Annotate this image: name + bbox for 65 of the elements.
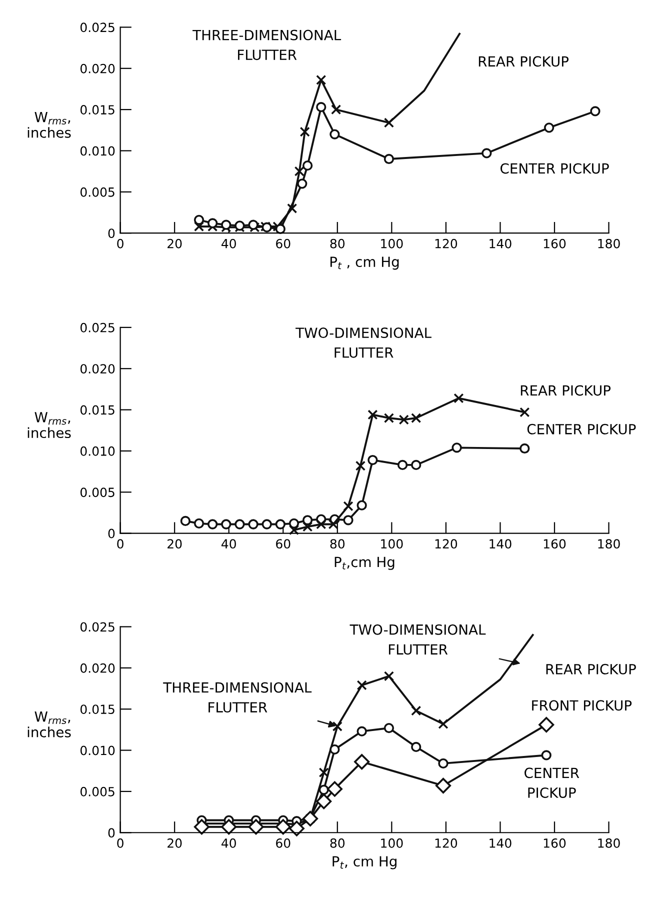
x-tick-label: 60 (276, 539, 290, 549)
x-tick-label: 180 (598, 539, 620, 549)
x-tick-label: 80 (330, 238, 345, 248)
y-tick-label: 0 (108, 528, 115, 538)
x-tick-label: 20 (168, 238, 182, 248)
x-tick-label: 120 (435, 539, 458, 549)
x-tick-label: 100 (381, 238, 403, 248)
annotation: THREE-DIMENSIONAL FLUTTER (192, 30, 342, 60)
y-tick-label: 0.015 (80, 105, 114, 114)
x-tick-label: 180 (598, 838, 620, 848)
y-tick-label: 0 (108, 828, 115, 838)
x-axis-title: P$_{t}$, cm Hg (332, 856, 396, 870)
x-tick-label: 140 (490, 838, 512, 848)
y-axis-title: W$_{rms}$, inches (28, 711, 71, 738)
y-axis-title: W$_{rms}$, inches (28, 412, 71, 438)
y-tick-label: 0.015 (80, 704, 114, 714)
annotation: THREE-DIMENSIONAL FLUTTER (163, 682, 312, 713)
x-tick-label: 100 (381, 838, 403, 848)
y-tick-label: 0.005 (80, 786, 114, 796)
x-tick-label: 160 (544, 838, 566, 848)
x-tick-label: 60 (276, 238, 290, 248)
annotation: TWO-DIMENSIONAL FLUTTER (296, 328, 432, 358)
x-tick-label: 0 (117, 539, 124, 549)
annotation: TWO-DIMENSIONAL FLUTTER (350, 624, 486, 655)
x-tick-label: 40 (222, 838, 236, 848)
annotation: CENTER PICKUP (524, 768, 580, 798)
y-axis-title: W$_{rms}$, inches (28, 112, 71, 138)
y-tick-label: 0.010 (80, 446, 115, 456)
x-axis-title: P$_{t}$,cm Hg (334, 556, 394, 570)
x-tick-label: 120 (435, 238, 458, 248)
x-tick-label: 120 (435, 838, 458, 848)
x-axis-title: P$_{t}$ , cm Hg (330, 256, 399, 270)
x-tick-label: 0 (117, 838, 124, 848)
y-tick-label: 0.005 (80, 187, 114, 197)
x-tick-label: 80 (330, 838, 345, 848)
annotation: REAR PICKUP (546, 664, 636, 674)
x-tick-label: 20 (168, 539, 182, 549)
annotation: REAR PICKUP (520, 385, 611, 396)
x-tick-label: 20 (168, 838, 182, 848)
annotation: REAR PICKUP (478, 56, 569, 67)
x-tick-label: 140 (490, 539, 512, 549)
y-tick-label: 0.010 (80, 746, 115, 756)
x-tick-label: 40 (222, 238, 236, 248)
x-tick-label: 80 (330, 539, 345, 549)
y-tick-label: 0.025 (80, 322, 114, 332)
y-tick-label: 0.010 (80, 146, 115, 156)
x-tick-label: 160 (544, 238, 566, 248)
x-tick-label: 140 (490, 238, 512, 248)
annotation: CENTER PICKUP (500, 163, 609, 174)
x-tick-label: 100 (381, 539, 403, 549)
y-tick-label: 0.005 (80, 488, 114, 498)
y-tick-label: 0.015 (80, 405, 114, 415)
y-tick-label: 0.020 (80, 364, 115, 374)
x-tick-label: 180 (598, 238, 620, 248)
x-tick-label: 0 (117, 238, 124, 248)
y-tick-label: 0.025 (80, 622, 114, 632)
annotation: FRONT PICKUP (532, 700, 632, 711)
x-tick-label: 160 (544, 539, 566, 549)
y-tick-label: 0.020 (80, 663, 115, 673)
x-tick-label: 60 (276, 838, 290, 848)
annotation: CENTER PICKUP (527, 424, 636, 434)
x-tick-label: 40 (222, 539, 236, 549)
y-tick-label: 0.020 (80, 64, 115, 74)
y-tick-label: 0.025 (80, 22, 114, 32)
y-tick-label: 0 (108, 228, 115, 238)
